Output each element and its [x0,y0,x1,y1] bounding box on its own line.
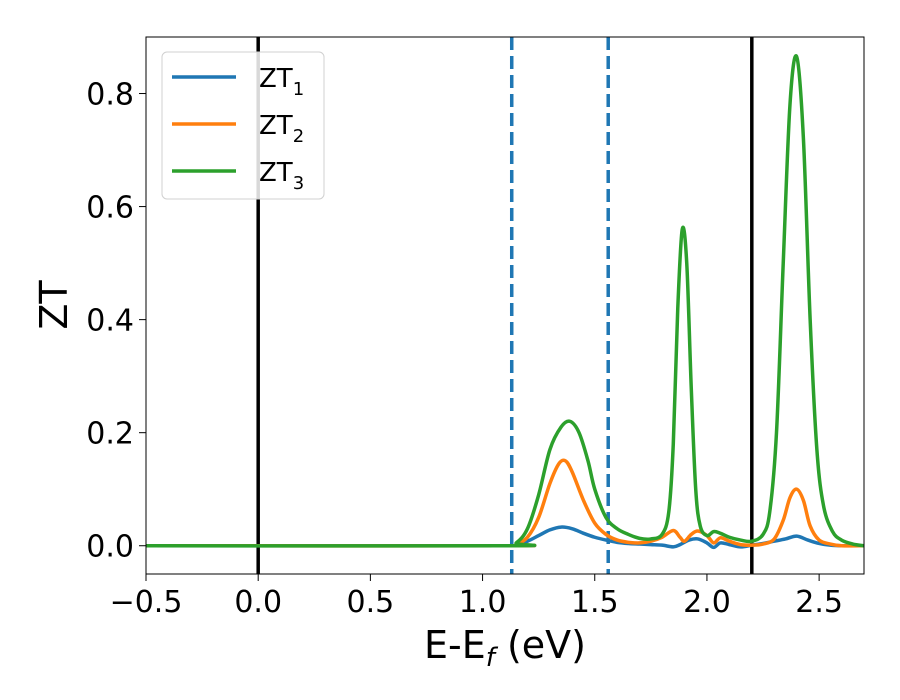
y-tick-label: 0.8 [86,78,134,113]
y-tick-label: 0.0 [86,530,134,565]
y-axis-ticks: 0.0 0.2 0.4 0.6 0.8 [86,78,146,565]
x-axis-label-main: E-E [424,623,486,667]
x-tick-label: −0.5 [110,585,183,620]
y-tick-label: 0.6 [86,191,134,226]
x-tick-label: 0.5 [347,585,395,620]
x-axis-label-tail: (eV) [495,623,586,667]
x-axis-ticks: −0.5 0.0 0.5 1.0 1.5 2.0 2.5 [110,574,843,620]
legend-box [161,51,325,200]
x-tick-label: 2.5 [795,585,843,620]
series-line-3 [146,54,864,548]
plot-area-frame [145,36,865,575]
x-tick-label: 1.5 [571,585,619,620]
series-line-1 [146,525,864,550]
legend-label-1: ZT1 [259,64,304,100]
legend-label-3: ZT3 [259,158,304,194]
y-axis-label: ZT [32,280,76,330]
series-line-2 [146,458,864,548]
legend-label-2: ZT2 [259,111,304,147]
series-lines [146,54,864,550]
x-tick-label: 1.0 [459,585,507,620]
x-tick-label: 2.0 [683,585,731,620]
y-tick-label: 0.4 [86,304,134,339]
y-tick-label: 0.2 [86,417,134,452]
x-tick-label: 0.0 [234,585,282,620]
legend: ZT1 ZT2 ZT3 [161,51,325,200]
x-axis-label: E-Ef (eV) [424,623,586,673]
